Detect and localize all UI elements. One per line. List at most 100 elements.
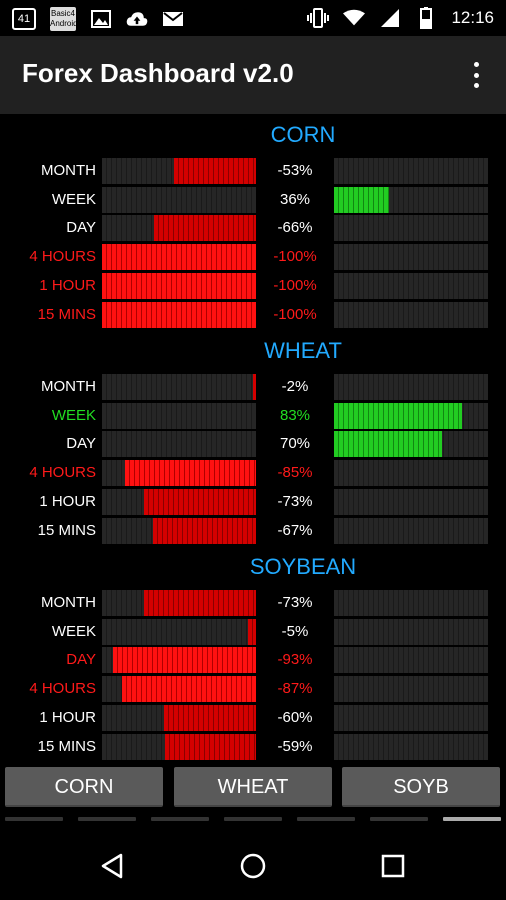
status-bar: 41 Basic4 Android 12:16: [0, 0, 506, 36]
back-icon[interactable]: [92, 850, 132, 882]
positive-bar-track: [334, 187, 488, 213]
dashboard-content: CORN MONTH -53% WEEK 36% DAY -66% 4 HOURS -100% 1…: [0, 114, 506, 760]
timeframe-label: DAY: [0, 651, 96, 668]
commodity-tab-bar: CORN WHEAT SOYB: [0, 760, 506, 830]
timeframe-label: MONTH: [0, 162, 96, 179]
indicator-row: 1 HOUR -73%: [0, 489, 506, 515]
indicator-row: DAY 70%: [0, 431, 506, 457]
negative-bar-track: [102, 273, 256, 299]
positive-bar-track: [334, 590, 488, 616]
positive-bar-track: [334, 273, 488, 299]
indicator-row: DAY -66%: [0, 215, 506, 241]
indicator-row: WEEK -5%: [0, 619, 506, 645]
positive-bar-track: [334, 302, 488, 328]
timeframe-label: 1 HOUR: [0, 277, 96, 294]
negative-bar-track: [102, 244, 256, 270]
timeframe-label: 1 HOUR: [0, 709, 96, 726]
negative-bar-track: [102, 590, 256, 616]
tab-corn-button[interactable]: CORN: [5, 767, 163, 807]
positive-bar-track: [334, 705, 488, 731]
negative-bar-fill: [102, 244, 256, 270]
page-indicator-segment: [224, 817, 282, 821]
tab-soyb-button[interactable]: SOYB: [342, 767, 500, 807]
negative-bar-track: [102, 619, 256, 645]
battery-icon: [415, 7, 437, 29]
page-indicator-segment: [151, 817, 209, 821]
negative-bar-fill: [144, 590, 256, 616]
positive-bar-track: [334, 676, 488, 702]
negative-bar-track: [102, 489, 256, 515]
negative-bar-fill: [153, 518, 256, 544]
page-indicator-segment: [5, 817, 63, 821]
negative-bar-fill: [174, 158, 256, 184]
timeframe-label: 4 HOURS: [0, 680, 96, 697]
timeframe-label: WEEK: [0, 407, 96, 424]
negative-bar-fill: [125, 460, 256, 486]
section-title-soybean: SOYBEAN: [0, 554, 506, 580]
indicator-row: MONTH -73%: [0, 590, 506, 616]
positive-bar-track: [334, 619, 488, 645]
negative-bar-fill: [165, 734, 256, 760]
timeframe-label: 15 MINS: [0, 306, 96, 323]
positive-bar-track: [334, 489, 488, 515]
percent-value: -59%: [262, 738, 328, 755]
page-indicator-segment: [297, 817, 355, 821]
gmail-icon: [162, 8, 184, 30]
indicator-row: WEEK 83%: [0, 403, 506, 429]
percent-value: -2%: [262, 378, 328, 395]
percent-value: -87%: [262, 680, 328, 697]
timeframe-label: MONTH: [0, 594, 96, 611]
positive-bar-track: [334, 734, 488, 760]
positive-bar-fill: [334, 431, 442, 457]
percent-value: -53%: [262, 162, 328, 179]
negative-bar-track: [102, 518, 256, 544]
negative-bar-track: [102, 187, 256, 213]
timeframe-label: WEEK: [0, 191, 96, 208]
page-indicator-segment: [78, 817, 136, 821]
negative-bar-fill: [248, 619, 256, 645]
positive-bar-track: [334, 460, 488, 486]
cloud-upload-icon: [126, 8, 148, 30]
tab-wheat-button[interactable]: WHEAT: [174, 767, 332, 807]
percent-value: -100%: [262, 248, 328, 265]
home-icon[interactable]: [233, 850, 273, 882]
indicator-row: 15 MINS -59%: [0, 734, 506, 760]
timeframe-label: 4 HOURS: [0, 248, 96, 265]
status-time: 12:16: [451, 8, 494, 28]
percent-value: -100%: [262, 306, 328, 323]
indicator-row: 15 MINS -67%: [0, 518, 506, 544]
indicator-row: 1 HOUR -100%: [0, 273, 506, 299]
status-bar-left: 41 Basic4 Android: [12, 7, 184, 31]
indicator-row: 15 MINS -100%: [0, 302, 506, 328]
negative-bar-track: [102, 215, 256, 241]
negative-bar-fill: [113, 647, 256, 673]
percent-value: 36%: [262, 191, 328, 208]
positive-bar-fill: [334, 187, 389, 213]
status-bar-right: 12:16: [307, 7, 494, 29]
negative-bar-track: [102, 431, 256, 457]
percent-value: 83%: [262, 407, 328, 424]
recents-icon[interactable]: [373, 850, 413, 882]
timeframe-label: MONTH: [0, 378, 96, 395]
negative-bar-track: [102, 734, 256, 760]
negative-bar-fill: [102, 302, 256, 328]
positive-bar-track: [334, 518, 488, 544]
timeframe-label: DAY: [0, 219, 96, 236]
percent-value: -66%: [262, 219, 328, 236]
negative-bar-fill: [253, 374, 256, 400]
timeframe-label: 4 HOURS: [0, 464, 96, 481]
overflow-menu-icon[interactable]: [468, 60, 484, 90]
notification-41-icon: 41: [12, 8, 36, 30]
negative-bar-track: [102, 302, 256, 328]
vibrate-icon: [307, 7, 329, 29]
indicator-row: WEEK 36%: [0, 187, 506, 213]
positive-bar-track: [334, 403, 488, 429]
percent-value: -5%: [262, 623, 328, 640]
negative-bar-fill: [102, 273, 256, 299]
positive-bar-track: [334, 158, 488, 184]
signal-icon: [379, 7, 401, 29]
negative-bar-fill: [164, 705, 256, 731]
app-title: Forex Dashboard v2.0: [22, 58, 294, 89]
percent-value: -67%: [262, 522, 328, 539]
timeframe-label: 1 HOUR: [0, 493, 96, 510]
